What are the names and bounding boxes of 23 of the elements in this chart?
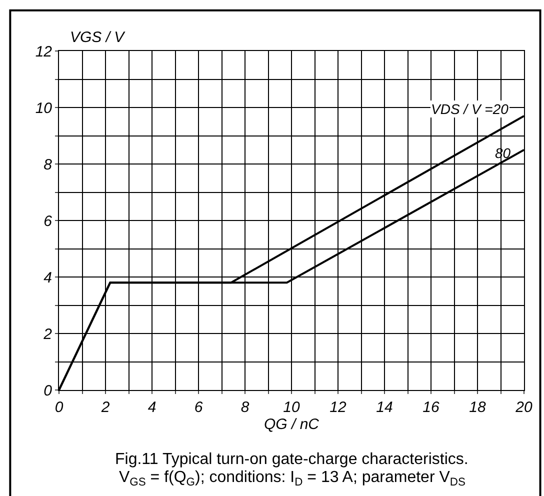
y-tick-label: 12 — [35, 43, 53, 60]
y-axis-title: VGS / V — [70, 29, 126, 46]
x-axis-title: QG / nC — [264, 416, 320, 433]
y-tick-label: 4 — [44, 269, 52, 286]
x-tick-label: 10 — [283, 399, 300, 416]
x-tick-label: 12 — [330, 399, 347, 416]
text: V$_{GS}$ = f(Q$_{G}$); conditions: I$_{D}$ = 13 A; parameter V$_{DS}$ — [119, 469, 466, 488]
y-tick-label: 0 — [44, 382, 53, 400]
y-tick-label: 6 — [44, 212, 53, 230]
series-label: VDS / V =20 — [431, 101, 509, 117]
x-tick-label: 6 — [194, 399, 204, 416]
x-tick-label: 0 — [54, 399, 64, 416]
x-tick-label: 2 — [100, 399, 110, 416]
caption: Fig.11 Typical turn-on gate-charge characteristics. — [115, 451, 468, 468]
x-tick-label: 4 — [148, 399, 156, 416]
x-tick-label: 16 — [422, 399, 440, 416]
y-tick-label: 10 — [35, 100, 53, 117]
x-tick-label: 18 — [469, 399, 486, 416]
x-tick-label: 14 — [376, 399, 393, 416]
y-tick-label: 8 — [44, 156, 53, 174]
x-tick-label: 8 — [240, 399, 250, 416]
y-tick-label: 2 — [42, 326, 53, 343]
x-tick-label: 20 — [514, 399, 533, 416]
